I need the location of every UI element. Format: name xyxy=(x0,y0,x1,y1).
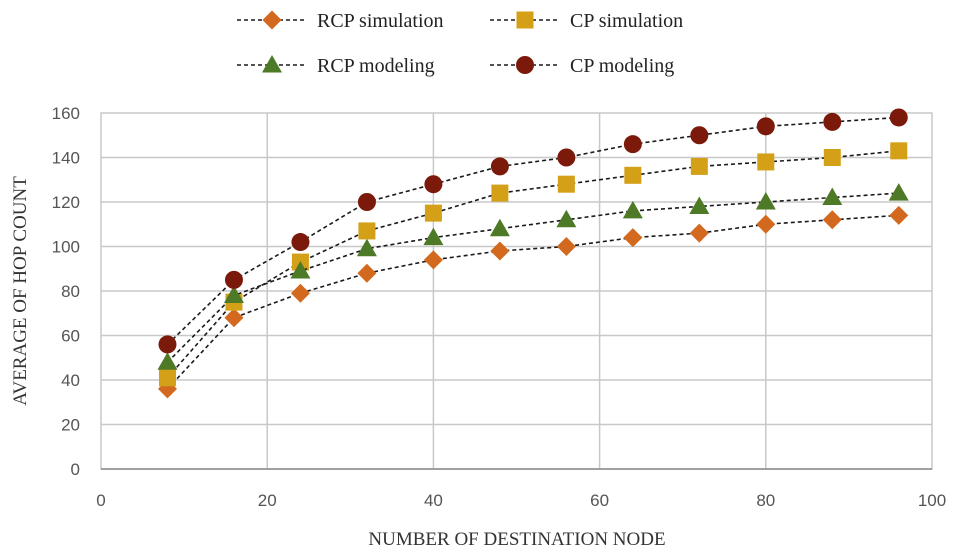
data-point xyxy=(157,352,178,370)
data-point xyxy=(690,126,709,145)
data-point xyxy=(823,112,842,131)
legend-label: RCP modeling xyxy=(317,55,435,77)
legend-item: CP modeling xyxy=(490,55,674,77)
data-point xyxy=(889,108,908,127)
data-point xyxy=(423,250,443,270)
legend-item: RCP modeling xyxy=(237,55,435,77)
data-point xyxy=(158,369,176,387)
data-point xyxy=(622,200,643,219)
data-point xyxy=(689,223,709,243)
data-point xyxy=(424,204,442,222)
y-tick-label: 40 xyxy=(61,371,80,390)
grid-lines xyxy=(100,112,933,470)
y-tick-label: 80 xyxy=(61,282,80,301)
x-tick-label: 60 xyxy=(590,491,609,510)
series-cp-modeling xyxy=(158,108,908,354)
series-line xyxy=(166,192,899,363)
series-line xyxy=(166,116,899,345)
data-point xyxy=(423,227,444,246)
data-point xyxy=(424,175,443,194)
series-rcp-modeling xyxy=(157,183,909,370)
data-point xyxy=(356,238,377,257)
data-point xyxy=(822,187,843,206)
data-point xyxy=(290,260,311,279)
data-point xyxy=(490,241,510,261)
data-point xyxy=(756,214,776,234)
data-point xyxy=(755,192,776,210)
y-tick-label: 60 xyxy=(61,327,80,346)
legend-item: CP simulation xyxy=(490,10,683,32)
data-point xyxy=(890,142,908,160)
data-point xyxy=(490,157,509,176)
data-point xyxy=(624,166,642,184)
y-tick-label: 100 xyxy=(52,238,80,257)
y-tick-label: 140 xyxy=(52,149,80,168)
data-point xyxy=(756,117,775,136)
y-tick-label: 160 xyxy=(52,104,80,123)
data-point xyxy=(556,237,576,256)
data-point xyxy=(822,210,842,230)
axes: 0 20 40 60 80 100 0 20 40 60 80 100 120 140 160 xyxy=(52,104,947,510)
data-point xyxy=(757,153,775,171)
data-point xyxy=(889,205,909,225)
legend-marker xyxy=(262,55,282,73)
legend-marker xyxy=(262,10,282,30)
data-point xyxy=(158,335,177,354)
data-point xyxy=(888,183,909,201)
series-layer xyxy=(157,108,909,399)
series-line xyxy=(166,150,899,379)
data-point xyxy=(291,233,310,252)
x-tick-label: 40 xyxy=(424,491,443,510)
data-point xyxy=(357,263,377,283)
data-point xyxy=(556,209,577,228)
x-tick-label: 20 xyxy=(258,491,277,510)
series-rcp-simulation xyxy=(157,205,909,399)
x-axis-label: NUMBER OF DESTINATION NODE xyxy=(368,529,665,548)
legend-label: CP modeling xyxy=(570,55,674,77)
series-cp-simulation xyxy=(158,142,908,387)
data-point xyxy=(358,222,376,240)
x-tick-label: 0 xyxy=(96,491,105,510)
data-point xyxy=(623,228,643,248)
data-point xyxy=(690,157,708,175)
data-point xyxy=(357,193,376,211)
y-axis-label: AVERAGE OF HOP COUNT xyxy=(10,176,31,406)
y-tick-label: 0 xyxy=(71,460,80,479)
data-point xyxy=(224,270,243,289)
data-point xyxy=(223,285,244,303)
series-line xyxy=(166,214,899,390)
y-tick-label: 20 xyxy=(61,416,80,435)
legend: RCP simulation CP simulation RCP modeling C… xyxy=(237,10,683,77)
legend-marker xyxy=(516,56,534,74)
data-point xyxy=(491,184,509,202)
y-tick-label: 120 xyxy=(52,193,80,212)
x-tick-label: 100 xyxy=(918,491,946,510)
legend-label: RCP simulation xyxy=(317,10,444,32)
legend-marker xyxy=(516,11,534,29)
data-point xyxy=(689,196,710,214)
x-tick-label: 80 xyxy=(756,491,775,510)
legend-item: RCP simulation xyxy=(237,10,444,32)
data-point xyxy=(623,135,642,154)
data-point xyxy=(290,283,310,303)
data-point xyxy=(224,308,244,328)
data-point xyxy=(557,148,576,167)
data-point xyxy=(557,175,575,193)
data-point xyxy=(823,149,841,166)
legend-label: CP simulation xyxy=(570,10,683,32)
data-point xyxy=(489,218,510,237)
